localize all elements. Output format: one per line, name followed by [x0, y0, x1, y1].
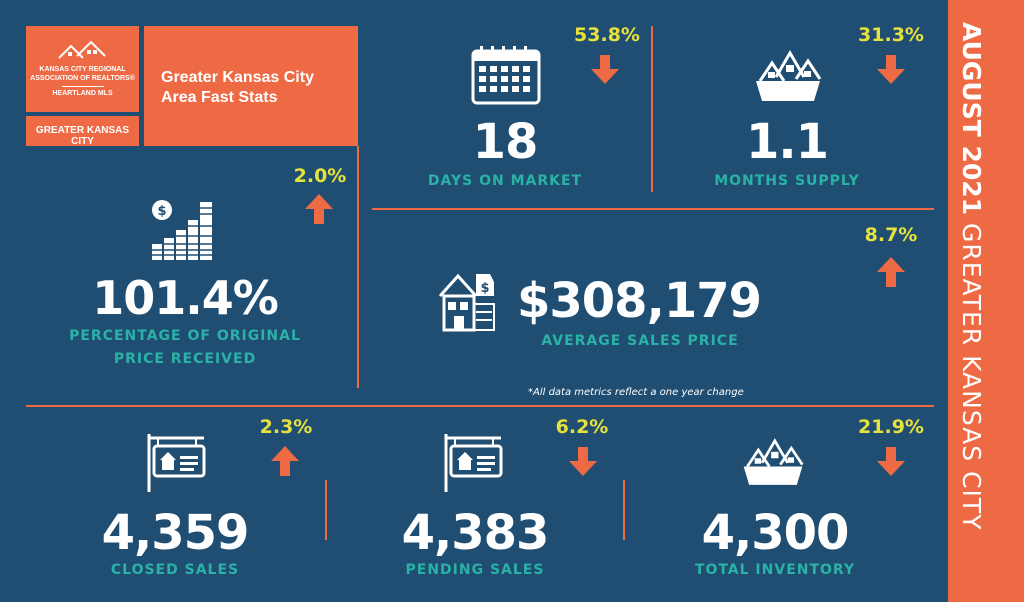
title-box: Greater Kansas City Area Fast Stats	[144, 26, 358, 146]
pending-label: PENDING SALES	[405, 562, 545, 578]
sidebar-region: GREATER KANSAS CITY	[957, 223, 986, 531]
logo-line3: HEARTLAND MLS	[52, 90, 113, 97]
arrow-up-icon	[877, 257, 905, 287]
inventory-label: TOTAL INVENTORY	[694, 562, 856, 578]
pct-original-label-line2: PRICE RECEIVED	[113, 351, 257, 367]
divider-bottom-left	[325, 480, 327, 540]
region-label: GREATER KANSAS CITY	[35, 125, 130, 147]
divider-left-vertical	[357, 146, 359, 388]
inventory-value: 4,300	[701, 505, 850, 561]
houses-box-icon	[743, 438, 804, 485]
sidebar-banner	[948, 0, 1024, 602]
sale-sign-icon	[444, 434, 503, 492]
page-title: Greater Kansas City Area Fast Stats	[161, 69, 314, 106]
inventory-change: 21.9%	[858, 416, 924, 438]
footnote: *All data metrics reflect a one year cha…	[528, 387, 744, 398]
pct-original-change: 2.0%	[293, 165, 347, 187]
arrow-up-icon	[305, 194, 333, 224]
closed-label: CLOSED SALES	[110, 562, 240, 578]
days-value: 18	[472, 114, 539, 170]
region-box: GREATER KANSAS CITY	[26, 116, 139, 147]
arrow-down-icon	[877, 447, 905, 476]
arrow-down-icon	[569, 447, 597, 476]
sidebar-month: AUGUST 2021	[957, 22, 986, 216]
pct-original-value: 101.4%	[92, 271, 279, 325]
avg-price-label: AVERAGE SALES PRICE	[541, 333, 739, 349]
divider-bottom-right	[623, 480, 625, 540]
sidebar-text: AUGUST 2021 GREATER KANSAS CITY	[957, 22, 986, 530]
logo-box: KANSAS CITY REGIONAL ASSOCIATION OF REAL…	[26, 26, 139, 112]
divider-top-horizontal	[372, 208, 934, 210]
divider-top-vertical	[651, 26, 653, 192]
supply-change: 31.3%	[858, 24, 924, 46]
days-change: 53.8%	[574, 24, 640, 46]
avg-price-change: 8.7%	[864, 224, 918, 246]
sale-sign-icon	[147, 434, 206, 492]
supply-value: 1.1	[745, 114, 829, 170]
divider-bottom-horizontal	[26, 405, 934, 407]
arrow-down-icon	[877, 55, 905, 84]
houses-box-icon	[756, 50, 822, 101]
pending-change: 6.2%	[555, 416, 609, 438]
arrow-up-icon	[271, 446, 299, 476]
closed-change: 2.3%	[259, 416, 313, 438]
sidebar-spacer	[957, 215, 986, 223]
svg-text:$: $	[157, 204, 166, 219]
houses-logo-icon	[58, 40, 106, 59]
closed-value: 4,359	[101, 505, 250, 561]
days-label: DAYS ON MARKET	[427, 173, 583, 189]
calendar-icon	[471, 46, 541, 105]
avg-price-value: $308,179	[516, 273, 762, 329]
svg-text:$: $	[480, 281, 489, 296]
coin-stack-icon: $	[152, 200, 212, 260]
pct-original-label-line1: PERCENTAGE OF ORIGINAL	[69, 328, 301, 344]
logo-divider	[62, 86, 104, 87]
house-price-tag-icon: $	[438, 273, 495, 332]
pending-value: 4,383	[401, 505, 550, 561]
arrow-down-icon	[591, 55, 619, 84]
logo-line1: KANSAS CITY REGIONAL	[39, 66, 126, 73]
logo-line2: ASSOCIATION OF REALTORS®	[30, 75, 135, 82]
supply-label: MONTHS SUPPLY	[714, 173, 860, 189]
